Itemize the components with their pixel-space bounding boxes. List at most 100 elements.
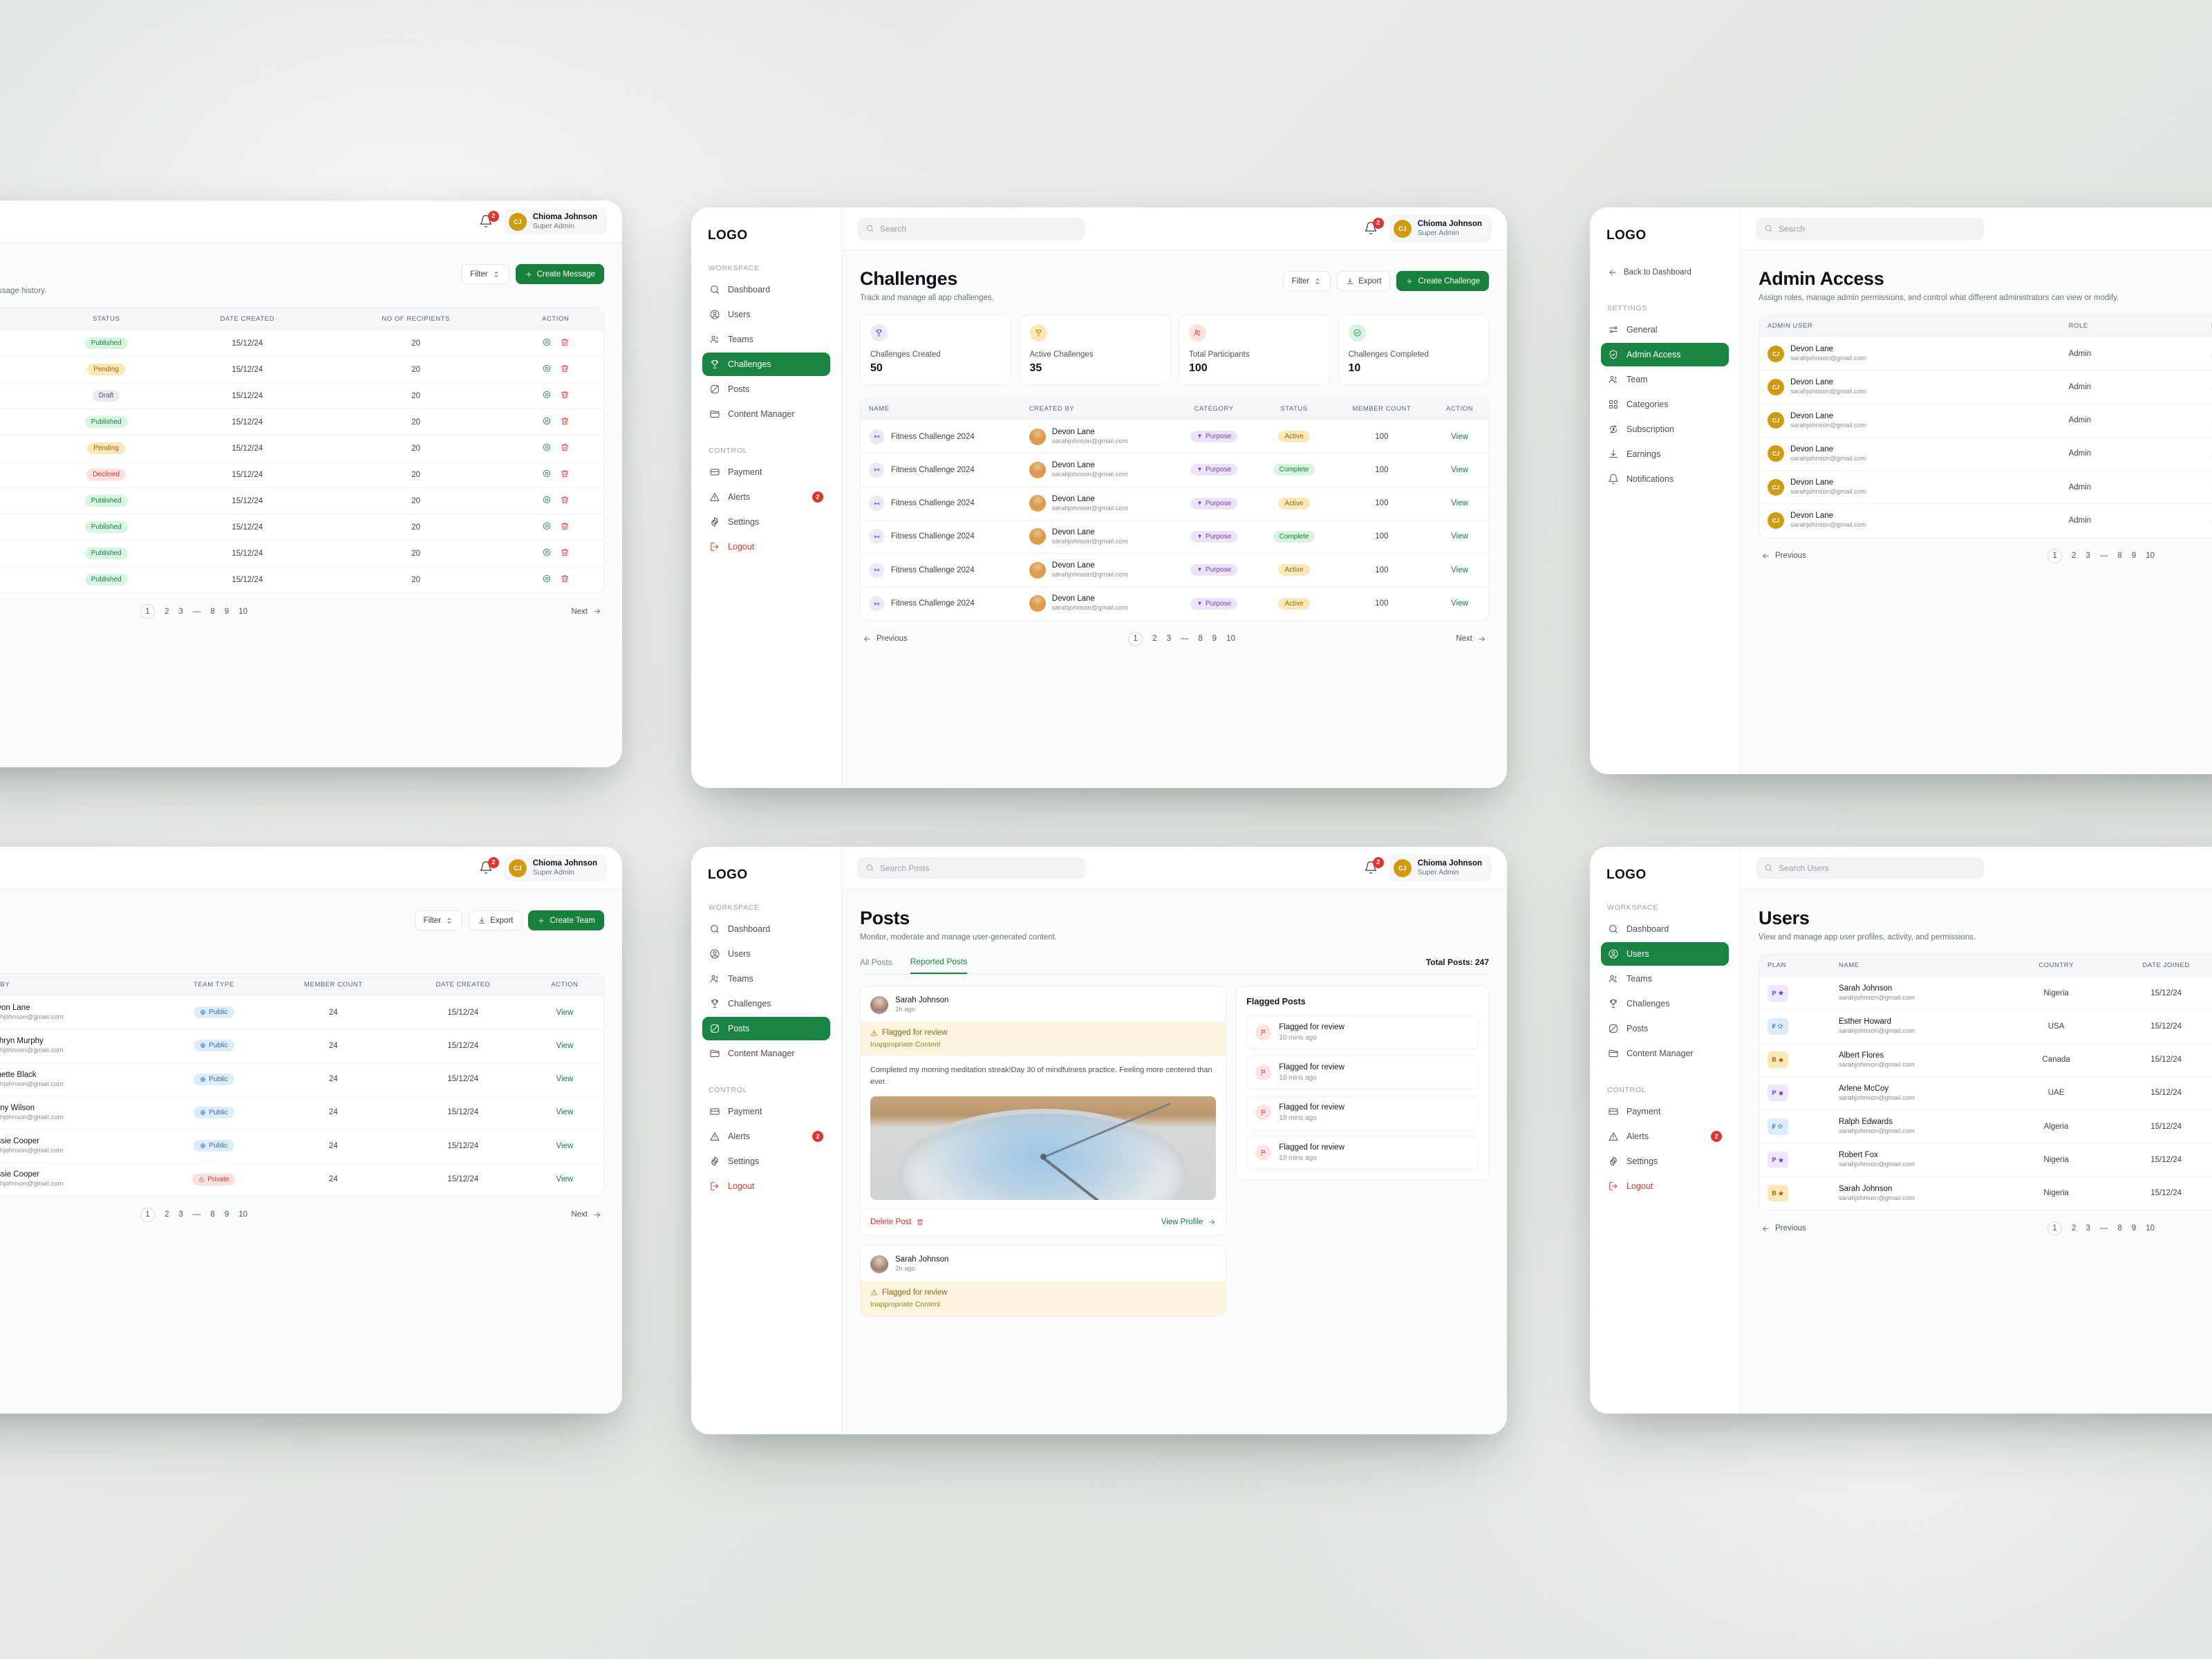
page-8[interactable]: 8 xyxy=(2117,1224,2122,1233)
page-9[interactable]: 9 xyxy=(224,1210,229,1219)
user-menu[interactable]: CJ Chioma Johnson Super Admin xyxy=(503,854,607,882)
next-button[interactable]: Next xyxy=(571,607,601,616)
page-3[interactable]: 3 xyxy=(2086,1224,2090,1233)
table-row[interactable]: Fitness Challenge 2024 Devon Lane sarahjoh… xyxy=(861,553,1488,587)
user-menu[interactable]: CJ Chioma Johnson Super Admin xyxy=(1388,214,1492,243)
table-row[interactable]: Welcome Message Notification Published 15/… xyxy=(0,487,603,514)
sidebar-item-posts[interactable]: Posts xyxy=(702,377,830,401)
sidebar-item-alerts[interactable]: Alerts 2 xyxy=(702,1125,830,1148)
delete-icon-button[interactable] xyxy=(560,469,570,480)
create-team-button[interactable]: Create Team xyxy=(528,910,604,930)
table-row[interactable]: P Sarah Johnson sarahjohnson@gmail.com Nige… xyxy=(1759,975,2212,1010)
page-3[interactable]: 3 xyxy=(178,607,183,616)
table-row[interactable]: Productivity SquadJenny Wilsonsarahjohns… xyxy=(0,1095,603,1130)
page-9[interactable]: 9 xyxy=(1212,635,1217,644)
sidebar-item-posts[interactable]: Posts xyxy=(1601,1017,1729,1040)
delete-icon-button[interactable] xyxy=(560,442,570,454)
table-row[interactable]: Welcome Message Notification Published 15/… xyxy=(0,409,603,435)
tab-all-posts[interactable]: All Posts xyxy=(860,957,892,967)
flagged-post-item[interactable]: Flagged for review 10 mins ago xyxy=(1246,1056,1479,1090)
page-numbers[interactable]: 1 2 3 — 8 9 10 xyxy=(140,1207,247,1222)
table-row[interactable]: Welcome Message Notification Published 15/… xyxy=(0,330,603,357)
sidebar-item-notifications[interactable]: Notifications xyxy=(1601,467,1729,491)
view-link[interactable]: View xyxy=(556,1041,574,1050)
page-numbers[interactable]: 1 2 3 — 8 9 10 xyxy=(140,604,247,619)
previous-button[interactable]: Previous xyxy=(863,635,908,644)
table-row[interactable]: Welcome Message Notification Published 15/… xyxy=(0,514,603,541)
search-input[interactable]: Search xyxy=(857,217,1085,240)
search-input[interactable]: Search xyxy=(1756,217,1984,240)
page-8[interactable]: 8 xyxy=(210,1210,215,1219)
notifications-button[interactable]: 2 xyxy=(479,210,499,229)
page-2[interactable]: 2 xyxy=(2072,552,2077,561)
table-row[interactable]: Welcome Message Notification Draft 15/12/2… xyxy=(0,382,603,409)
view-icon-button[interactable] xyxy=(542,390,552,402)
view-icon-button[interactable] xyxy=(542,442,552,454)
previous-button[interactable]: Previous xyxy=(1761,1224,1806,1233)
page-1[interactable]: 1 xyxy=(2047,1221,2063,1236)
create-challenge-button[interactable]: Create Challenge xyxy=(1396,271,1489,291)
view-icon-button[interactable] xyxy=(542,337,552,349)
sidebar-item-challenges[interactable]: Challenges xyxy=(1601,992,1729,1015)
table-row[interactable]: Fitness Challenge 2024 Devon Lane sarahjoh… xyxy=(861,486,1488,521)
table-row[interactable]: B Albert Flores sarahjohnson@gmail.com Cana… xyxy=(1759,1042,2212,1077)
view-link[interactable]: View xyxy=(1451,599,1468,608)
page-numbers[interactable]: 1 2 3 — 8 9 10 xyxy=(1128,631,1235,646)
view-link[interactable]: View xyxy=(556,1141,574,1150)
page-10[interactable]: 10 xyxy=(238,607,247,616)
delete-icon-button[interactable] xyxy=(560,337,570,349)
table-row[interactable]: B Sarah Johnson sarahjohnson@gmail.com Nige… xyxy=(1759,1176,2212,1210)
table-row[interactable]: Fitness Challenge 2024 Devon Lane sarahjoh… xyxy=(861,586,1488,620)
page-2[interactable]: 2 xyxy=(165,607,169,616)
sidebar-item-settings[interactable]: Settings xyxy=(702,510,830,534)
notifications-button[interactable]: 2 xyxy=(1364,217,1384,236)
sidebar-item-earnings[interactable]: Earnings xyxy=(1601,442,1729,466)
sidebar-item-teams[interactable]: Teams xyxy=(1601,967,1729,991)
page-3[interactable]: 3 xyxy=(178,1210,183,1219)
table-row[interactable]: Productivity SquadBessie Coopersarahjohn… xyxy=(0,1129,603,1163)
page-numbers[interactable]: 1 2 3 — 8 9 10 xyxy=(2047,548,2155,563)
sidebar-item-users[interactable]: Users xyxy=(702,303,830,326)
export-button[interactable]: Export xyxy=(469,910,523,930)
table-row[interactable]: P Arlene McCoy sarahjohnson@gmail.com UAE 15… xyxy=(1759,1076,2212,1110)
sidebar-item-dashboard[interactable]: Dashboard xyxy=(1601,917,1729,941)
sidebar-item-logout[interactable]: Logout xyxy=(702,535,830,559)
delete-post-button[interactable]: Delete Post xyxy=(870,1218,924,1226)
sidebar-item-content-manager[interactable]: Content Manager xyxy=(1601,1042,1729,1065)
sidebar-item-users[interactable]: Users xyxy=(1601,942,1729,966)
next-button[interactable]: Next xyxy=(571,1210,601,1219)
sidebar-item-alerts[interactable]: Alerts 2 xyxy=(1601,1125,1729,1148)
page-8[interactable]: 8 xyxy=(210,607,215,616)
page-—[interactable]: — xyxy=(192,1210,201,1219)
page-1[interactable]: 1 xyxy=(140,604,156,619)
sidebar-item-payment[interactable]: Payment xyxy=(1601,1100,1729,1123)
filter-button[interactable]: Filter xyxy=(414,910,463,930)
notifications-button[interactable]: 2 xyxy=(1364,856,1384,876)
table-row[interactable]: Welcome Message Notification Published 15/… xyxy=(0,566,603,592)
delete-icon-button[interactable] xyxy=(560,521,570,533)
flagged-post-item[interactable]: Flagged for review 10 mins ago xyxy=(1246,1136,1479,1170)
table-row[interactable]: Private TeamCJBessie Coopersarahjohnson@… xyxy=(0,1162,603,1196)
table-row[interactable]: Fitness Challenge 2024 Devon Lane sarahjoh… xyxy=(861,453,1488,487)
user-menu[interactable]: CJ Chioma Johnson Super Admin xyxy=(503,207,607,236)
view-icon-button[interactable] xyxy=(542,495,552,507)
page-2[interactable]: 2 xyxy=(1152,635,1157,644)
sidebar-item-team[interactable]: Team xyxy=(1601,368,1729,391)
view-icon-button[interactable] xyxy=(542,547,552,559)
table-row[interactable]: Productivity SquadKathryn Murphysarahjoh… xyxy=(0,1029,603,1063)
sidebar-item-admin-access[interactable]: Admin Access xyxy=(1601,343,1729,366)
sidebar-item-challenges[interactable]: Challenges xyxy=(702,353,830,376)
delete-icon-button[interactable] xyxy=(560,390,570,402)
page-9[interactable]: 9 xyxy=(2131,552,2137,561)
flagged-post-item[interactable]: Flagged for review 10 mins ago xyxy=(1246,1015,1479,1050)
delete-icon-button[interactable] xyxy=(560,495,570,507)
view-link[interactable]: View xyxy=(556,1108,574,1117)
page-9[interactable]: 9 xyxy=(224,607,229,616)
sidebar-item-general[interactable]: General xyxy=(1601,318,1729,341)
filter-button[interactable]: Filter xyxy=(1282,271,1331,291)
sidebar-item-logout[interactable]: Logout xyxy=(702,1174,830,1198)
page-—[interactable]: — xyxy=(192,607,201,616)
view-icon-button[interactable] xyxy=(542,416,552,428)
